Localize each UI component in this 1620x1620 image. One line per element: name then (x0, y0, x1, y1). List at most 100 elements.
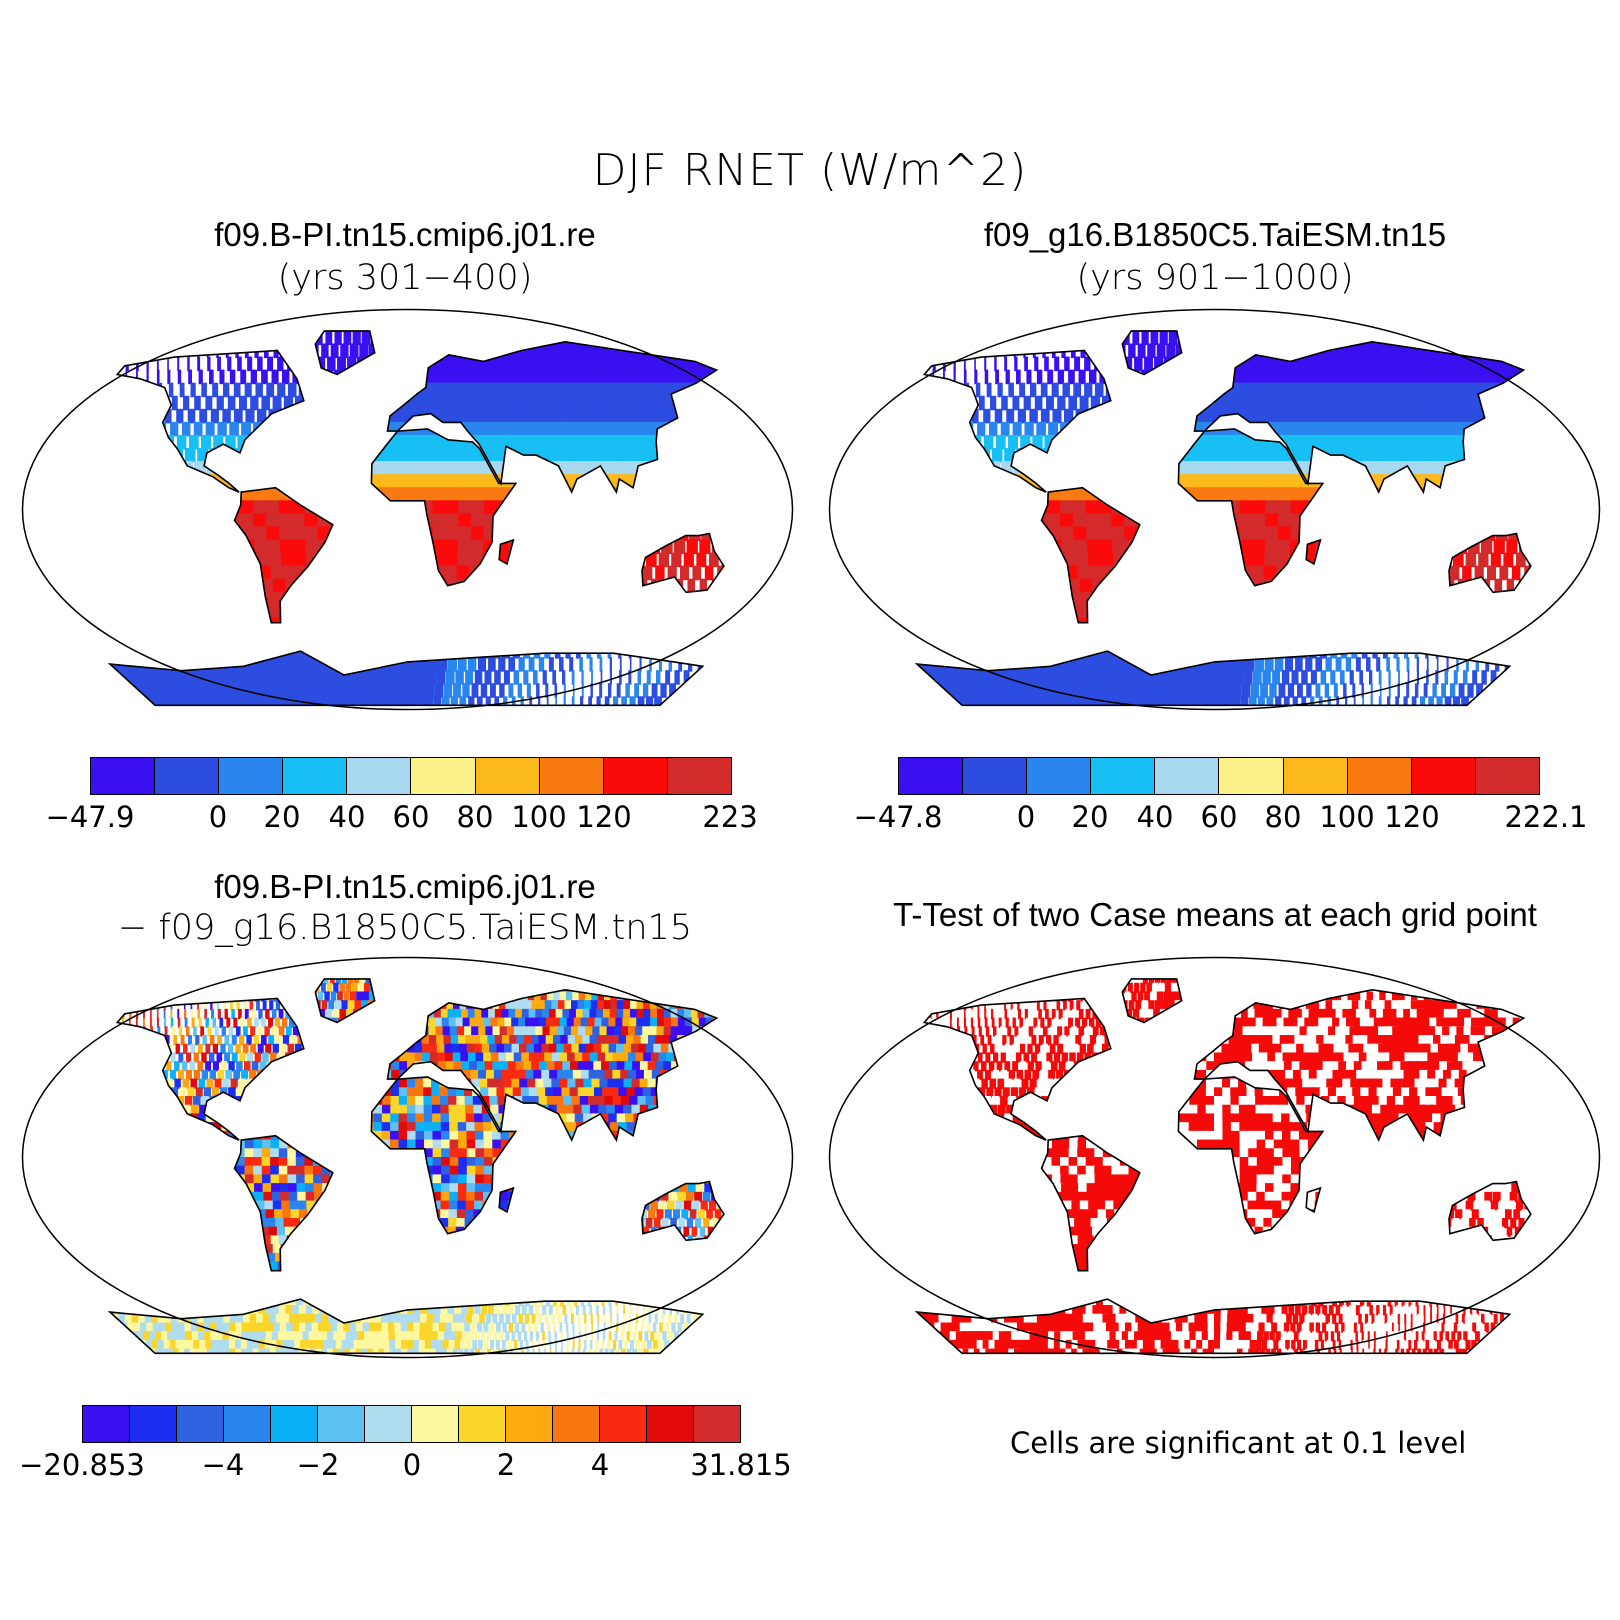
coastline (498, 538, 515, 566)
colorbar-swatch (318, 1406, 365, 1442)
colorbar-2-tick: 40 (1136, 800, 1174, 834)
colorbar-panel-3 (82, 1405, 741, 1443)
colorbar-3-tick: −4 (201, 1448, 245, 1482)
colorbar-swatch (1475, 758, 1539, 794)
colorbar-swatch (963, 758, 1028, 794)
figure-title: DJF RNET (W/m^2) (592, 145, 1028, 196)
colorbar-swatch (1091, 758, 1156, 794)
coastline (1193, 340, 1526, 495)
coastline (1448, 1180, 1532, 1242)
colorbar-swatch (283, 758, 348, 794)
panel-2-subtitle: (yrs 901−1000) (1076, 258, 1354, 298)
colorbar-2-tick: 100 (1319, 800, 1375, 834)
colorbar-swatch (899, 758, 964, 794)
colorbar-1-tick: 223 (702, 800, 758, 834)
colorbar-1-tick: 60 (392, 800, 430, 834)
colorbar-swatch (347, 758, 412, 794)
coastline (233, 1134, 334, 1272)
colorbar-2-tick: 80 (1264, 800, 1302, 834)
panel-4-title: T-Test of two Case means at each grid po… (893, 896, 1537, 933)
colorbar-2-tick: 20 (1071, 800, 1109, 834)
colorbar-1-tick: 80 (456, 800, 494, 834)
colorbar-swatch (1155, 758, 1220, 794)
coastline (314, 330, 376, 376)
globe-frame (828, 956, 1601, 1359)
colorbar-swatch (411, 758, 476, 794)
colorbar-3-tick: 0 (402, 1448, 422, 1482)
colorbar-swatch (1219, 758, 1284, 794)
coastline (1177, 428, 1325, 587)
colorbar-swatch (365, 1406, 412, 1442)
map-panel-4 (828, 956, 1601, 1359)
colorbar-swatch (224, 1406, 271, 1442)
colorbar-swatch (1347, 758, 1412, 794)
coastline (1121, 978, 1183, 1024)
colorbar-1-tick: −47.9 (45, 800, 135, 834)
colorbar-swatch (219, 758, 284, 794)
colorbar-panel-1 (90, 757, 732, 795)
coastline (1121, 330, 1183, 376)
coastline (370, 428, 518, 587)
coastline (115, 997, 305, 1141)
colorbar-swatch (1027, 758, 1092, 794)
colorbar-swatch (91, 758, 156, 794)
coastline (314, 978, 376, 1024)
coastline (641, 1180, 725, 1242)
coastline (922, 997, 1112, 1141)
coastline (1193, 988, 1526, 1143)
coastline (1040, 1134, 1141, 1272)
colorbar-swatch (475, 758, 540, 794)
colorbar-1-tick: 100 (511, 800, 567, 834)
colorbar-1-tick: 0 (208, 800, 228, 834)
colorbar-swatch (412, 1406, 459, 1442)
coastline (641, 532, 725, 594)
significance-note: Cells are significant at 0.1 level (1010, 1426, 1467, 1460)
coastline (386, 988, 719, 1143)
colorbar-3-tick: 4 (590, 1448, 610, 1482)
panel-3-title: f09.B-PI.tn15.cmip6.j01.re (214, 868, 596, 905)
colorbar-3-tick: 2 (496, 1448, 516, 1482)
colorbar-2-tick: −47.8 (853, 800, 943, 834)
colorbar-2-tick: 222.1 (1504, 800, 1588, 834)
colorbar-swatch (130, 1406, 177, 1442)
colorbar-swatch (1411, 758, 1476, 794)
map-panel-2 (828, 308, 1601, 711)
colorbar-swatch (271, 1406, 318, 1442)
colorbar-1-tick: 40 (328, 800, 366, 834)
coastline (370, 1076, 518, 1235)
colorbar-swatch (506, 1406, 553, 1442)
colorbar-swatch (694, 1406, 740, 1442)
colorbar-1-tick: 20 (263, 800, 301, 834)
globe-frame (21, 308, 794, 711)
coastline (914, 650, 1512, 707)
coastline (115, 349, 305, 493)
colorbar-panel-2 (898, 757, 1540, 795)
coastline (914, 1298, 1512, 1355)
coastline (1040, 486, 1141, 624)
colorbar-3-tick: −2 (296, 1448, 340, 1482)
coastline (1448, 532, 1532, 594)
coastline (922, 349, 1112, 493)
colorbar-swatch (539, 758, 604, 794)
colorbar-3-tick: 31.815 (690, 1448, 792, 1482)
colorbar-1-tick: 120 (576, 800, 632, 834)
colorbar-swatch (600, 1406, 647, 1442)
globe-frame (828, 308, 1601, 711)
coastline (1305, 1186, 1322, 1214)
coastline (1305, 538, 1322, 566)
colorbar-2-tick: 0 (1016, 800, 1036, 834)
colorbar-swatch (177, 1406, 224, 1442)
panel-2-title: f09_g16.B1850C5.TaiESM.tn15 (983, 216, 1447, 253)
colorbar-2-tick: 60 (1200, 800, 1238, 834)
coastline (107, 1298, 705, 1355)
map-panel-1 (21, 308, 794, 711)
coastline (386, 340, 719, 495)
colorbar-swatch (1283, 758, 1348, 794)
coastline (1177, 1076, 1325, 1235)
colorbar-swatch (155, 758, 220, 794)
colorbar-swatch (603, 758, 668, 794)
colorbar-swatch (83, 1406, 130, 1442)
colorbar-3-tick: −20.853 (19, 1448, 145, 1482)
coastline (107, 650, 705, 707)
globe-frame (21, 956, 794, 1359)
